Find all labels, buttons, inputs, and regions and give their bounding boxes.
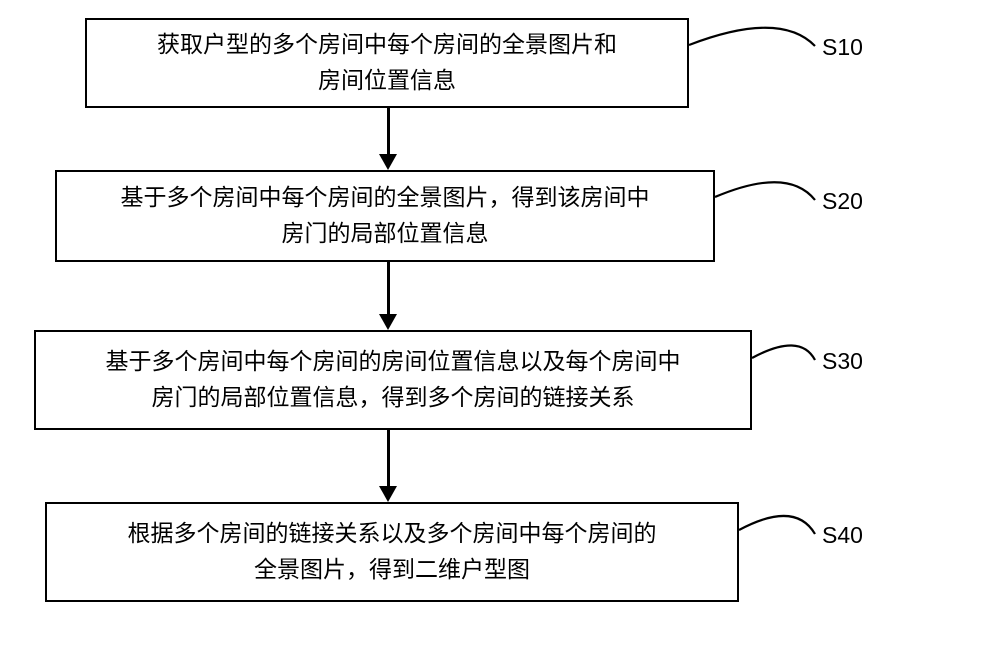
step-text-s40: 根据多个房间的链接关系以及多个房间中每个房间的 全景图片，得到二维户型图 [128, 516, 657, 587]
flowchart-step-s30: 基于多个房间中每个房间的房间位置信息以及每个房间中 房门的局部位置信息，得到多个… [34, 330, 752, 430]
step-text-s10: 获取户型的多个房间中每个房间的全景图片和 房间位置信息 [157, 27, 617, 98]
step-label-s10: S10 [822, 34, 863, 61]
step-text-s20: 基于多个房间中每个房间的全景图片，得到该房间中 房门的局部位置信息 [121, 180, 650, 251]
flowchart-step-s20: 基于多个房间中每个房间的全景图片，得到该房间中 房门的局部位置信息 [55, 170, 715, 262]
step-label-s40: S40 [822, 522, 863, 549]
flowchart-step-s40: 根据多个房间的链接关系以及多个房间中每个房间的 全景图片，得到二维户型图 [45, 502, 739, 602]
step-label-s20: S20 [822, 188, 863, 215]
connector-s20 [715, 166, 819, 208]
connector-s10 [689, 10, 819, 55]
connector-s30 [752, 332, 820, 368]
step-text-s30: 基于多个房间中每个房间的房间位置信息以及每个房间中 房门的局部位置信息，得到多个… [106, 344, 681, 415]
flowchart-step-s10: 获取户型的多个房间中每个房间的全景图片和 房间位置信息 [85, 18, 689, 108]
connector-s40 [739, 500, 819, 542]
flowchart-canvas: 获取户型的多个房间中每个房间的全景图片和 房间位置信息 S10 基于多个房间中每… [0, 0, 1000, 657]
step-label-s30: S30 [822, 348, 863, 375]
